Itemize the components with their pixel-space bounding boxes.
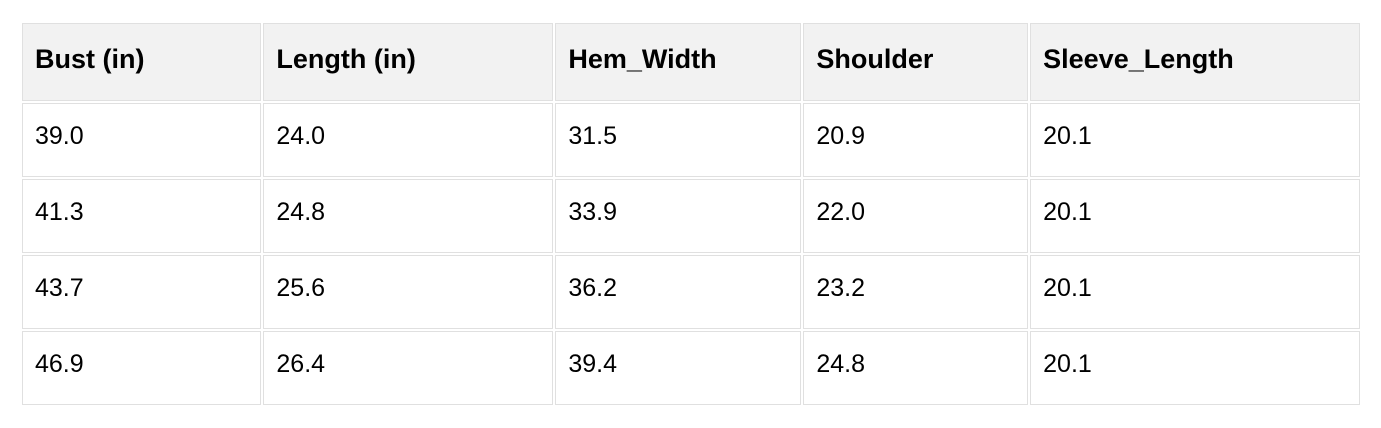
table-cell: 23.2	[803, 255, 1029, 329]
table-header: Bust (in) Length (in) Hem_Width Shoulder…	[22, 23, 1360, 101]
column-header-shoulder: Shoulder	[803, 23, 1029, 101]
table-row: 39.0 24.0 31.5 20.9 20.1	[22, 103, 1360, 177]
table-cell: 25.6	[263, 255, 554, 329]
table-cell: 20.1	[1030, 331, 1360, 405]
table-row: 43.7 25.6 36.2 23.2 20.1	[22, 255, 1360, 329]
table-cell: 20.1	[1030, 255, 1360, 329]
table-cell: 39.0	[22, 103, 262, 177]
column-header-bust: Bust (in)	[22, 23, 262, 101]
table-row: 41.3 24.8 33.9 22.0 20.1	[22, 179, 1360, 253]
table-cell: 20.1	[1030, 103, 1360, 177]
table-cell: 31.5	[555, 103, 802, 177]
header-row: Bust (in) Length (in) Hem_Width Shoulder…	[22, 23, 1360, 101]
table-cell: 39.4	[555, 331, 802, 405]
column-header-sleeve-length: Sleeve_Length	[1030, 23, 1360, 101]
table-cell: 41.3	[22, 179, 262, 253]
table-cell: 22.0	[803, 179, 1029, 253]
table-row: 46.9 26.4 39.4 24.8 20.1	[22, 331, 1360, 405]
measurements-table: Bust (in) Length (in) Hem_Width Shoulder…	[20, 21, 1362, 407]
table-cell: 33.9	[555, 179, 802, 253]
table-cell: 46.9	[22, 331, 262, 405]
table-body: 39.0 24.0 31.5 20.9 20.1 41.3 24.8 33.9 …	[22, 103, 1360, 405]
table-cell: 26.4	[263, 331, 554, 405]
table-cell: 36.2	[555, 255, 802, 329]
table-cell: 24.8	[263, 179, 554, 253]
column-header-hem-width: Hem_Width	[555, 23, 802, 101]
table-cell: 20.9	[803, 103, 1029, 177]
table-cell: 43.7	[22, 255, 262, 329]
table-cell: 20.1	[1030, 179, 1360, 253]
column-header-length: Length (in)	[263, 23, 554, 101]
table-cell: 24.8	[803, 331, 1029, 405]
table-cell: 24.0	[263, 103, 554, 177]
